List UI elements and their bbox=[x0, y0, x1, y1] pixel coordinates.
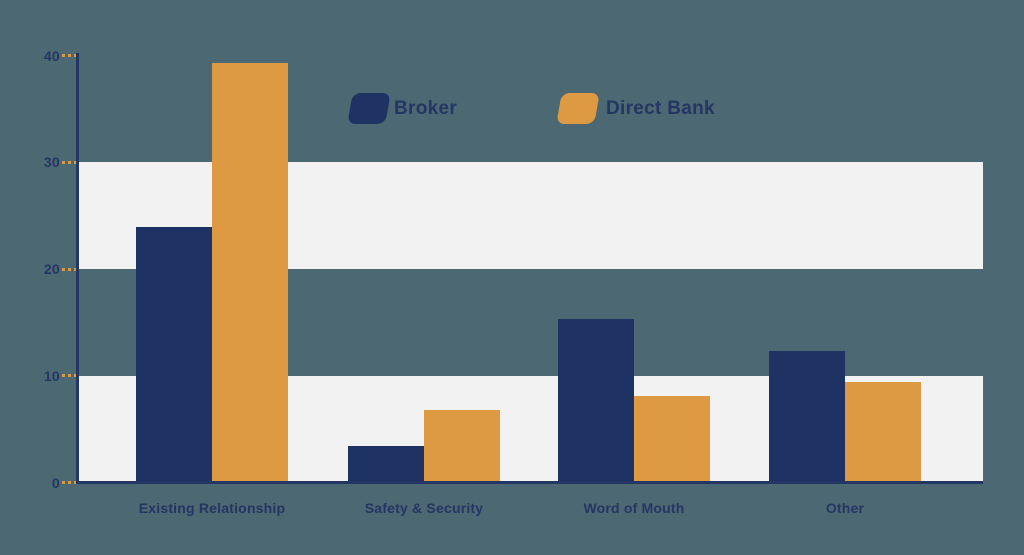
bar-direct-bank-safety-security bbox=[424, 409, 500, 483]
legend-swatch-broker bbox=[347, 93, 391, 124]
y-axis-tick-label-30: 30 bbox=[43, 154, 60, 171]
y-axis-tick-0 bbox=[62, 481, 76, 484]
bar-direct-bank-existing-relationship bbox=[212, 63, 288, 483]
category-label-other: Other bbox=[825, 500, 865, 516]
legend-label-broker: Broker bbox=[394, 98, 458, 119]
y-axis-tick-label-10: 10 bbox=[43, 367, 60, 384]
category-label-safety-security: Safety & Security bbox=[364, 500, 484, 516]
bar-broker-safety-security bbox=[348, 446, 424, 483]
bar-broker-word-of-mouth bbox=[558, 319, 634, 483]
category-label-existing-relationship: Existing Relationship bbox=[138, 500, 286, 516]
bar-direct-bank-other bbox=[845, 382, 921, 483]
legend-label-direct-bank: Direct Bank bbox=[606, 98, 715, 119]
y-axis-line bbox=[76, 52, 79, 483]
bar-broker-existing-relationship bbox=[136, 227, 212, 483]
y-axis-tick-label-20: 20 bbox=[43, 261, 60, 277]
bar-broker-other bbox=[769, 351, 845, 483]
bar-direct-bank-word-of-mouth bbox=[634, 396, 710, 483]
y-axis-tick-10 bbox=[62, 374, 76, 378]
category-label-word-of-mouth: Word of Mouth bbox=[583, 500, 685, 516]
legend-swatch-direct-bank bbox=[556, 93, 600, 124]
y-axis-tick-20 bbox=[62, 267, 76, 271]
y-axis-tick-label-0: 0 bbox=[51, 474, 60, 491]
y-axis-tick-label-40: 40 bbox=[43, 47, 60, 64]
x-axis-line bbox=[76, 481, 983, 484]
y-axis-tick-30 bbox=[62, 160, 76, 164]
y-axis-tick-40 bbox=[62, 54, 76, 57]
